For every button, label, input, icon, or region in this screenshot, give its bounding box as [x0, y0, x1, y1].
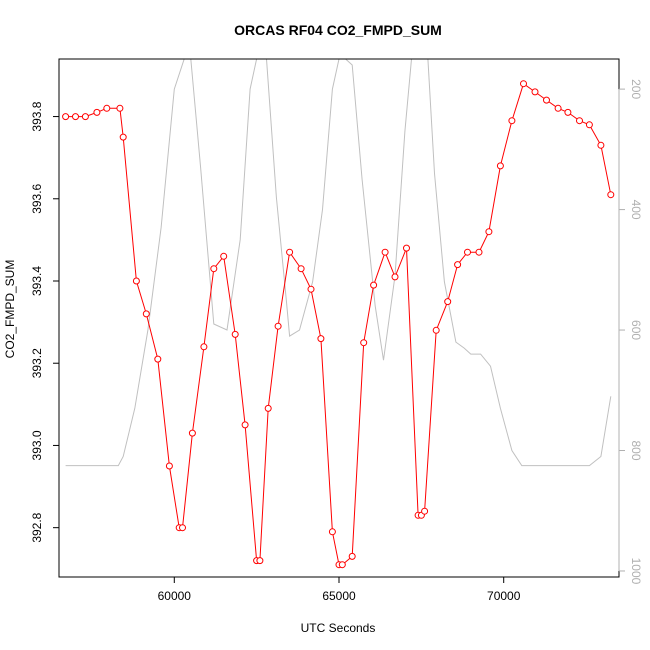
data-point	[432, 326, 440, 334]
data-point	[188, 429, 196, 437]
data-point	[454, 261, 462, 269]
data-point	[256, 557, 264, 565]
x-tick-label: 65000	[322, 589, 356, 603]
secondary-series-layer	[65, 59, 612, 467]
data-point	[154, 355, 162, 363]
data-point	[220, 252, 228, 260]
y-axis-label: CO2_FMPD_SUM	[3, 260, 17, 359]
data-point	[274, 322, 282, 330]
data-point	[210, 265, 218, 273]
data-point	[179, 524, 186, 532]
y-tick-label: 393.8	[30, 101, 44, 131]
data-point	[116, 104, 124, 112]
data-point	[421, 507, 429, 515]
data-point	[241, 421, 249, 429]
data-point	[93, 108, 101, 116]
data-point	[338, 561, 346, 569]
y2-tick-label: 200	[629, 79, 643, 99]
y2-tick-label: 1000	[629, 558, 643, 585]
data-point	[317, 335, 325, 343]
data-point	[81, 113, 89, 121]
data-point	[485, 228, 493, 236]
x-axis: 60000 65000 70000	[158, 576, 521, 603]
data-point	[520, 80, 527, 88]
data-point	[307, 285, 315, 293]
data-point	[543, 96, 550, 104]
data-point	[464, 248, 471, 256]
data-point	[72, 113, 79, 121]
data-point	[597, 141, 605, 149]
y-tick-label: 393.4	[30, 266, 44, 296]
x-axis-label: UTC Seconds	[301, 621, 376, 635]
data-point	[475, 248, 483, 256]
x-tick-label: 60000	[158, 589, 192, 603]
primary-series-layer	[62, 80, 615, 569]
data-point	[264, 404, 272, 412]
y-tick-label: 392.8	[30, 512, 44, 542]
data-point	[554, 104, 562, 112]
y-axis: 392.8 393.0 393.2 393.4 393.6 393.8	[30, 101, 60, 543]
data-point	[142, 310, 150, 318]
data-point	[564, 108, 572, 116]
data-point	[360, 339, 368, 347]
y2-tick-label: 800	[629, 440, 643, 460]
data-point	[348, 552, 356, 560]
y2-axis: 200 400 600 800 1000	[618, 79, 643, 585]
data-point	[531, 88, 539, 96]
y2-tick-label: 400	[629, 200, 643, 220]
data-point	[328, 528, 336, 536]
data-point	[370, 281, 378, 289]
data-point	[200, 343, 208, 351]
data-point	[297, 265, 305, 273]
primary-series-line	[65, 82, 612, 566]
data-point	[103, 104, 111, 112]
data-point	[607, 191, 615, 199]
data-point	[119, 133, 127, 141]
chart-title: ORCAS RF04 CO2_FMPD_SUM	[234, 22, 442, 38]
data-point	[585, 121, 593, 129]
data-point	[403, 244, 410, 252]
data-point	[381, 248, 389, 256]
y2-tick-label: 600	[629, 320, 643, 340]
data-point	[165, 462, 173, 470]
data-point	[444, 298, 452, 306]
data-point	[286, 248, 294, 256]
data-point	[62, 113, 70, 121]
data-point	[391, 273, 399, 281]
x-tick-label: 70000	[487, 589, 521, 603]
data-point	[576, 117, 583, 125]
data-point	[132, 277, 140, 285]
y-tick-label: 393.0	[30, 430, 44, 460]
data-point	[496, 162, 504, 170]
y-tick-label: 393.6	[30, 183, 44, 213]
data-point	[231, 330, 239, 338]
y-tick-label: 393.2	[30, 348, 44, 378]
data-point	[508, 117, 516, 125]
secondary-series-line	[65, 59, 612, 467]
